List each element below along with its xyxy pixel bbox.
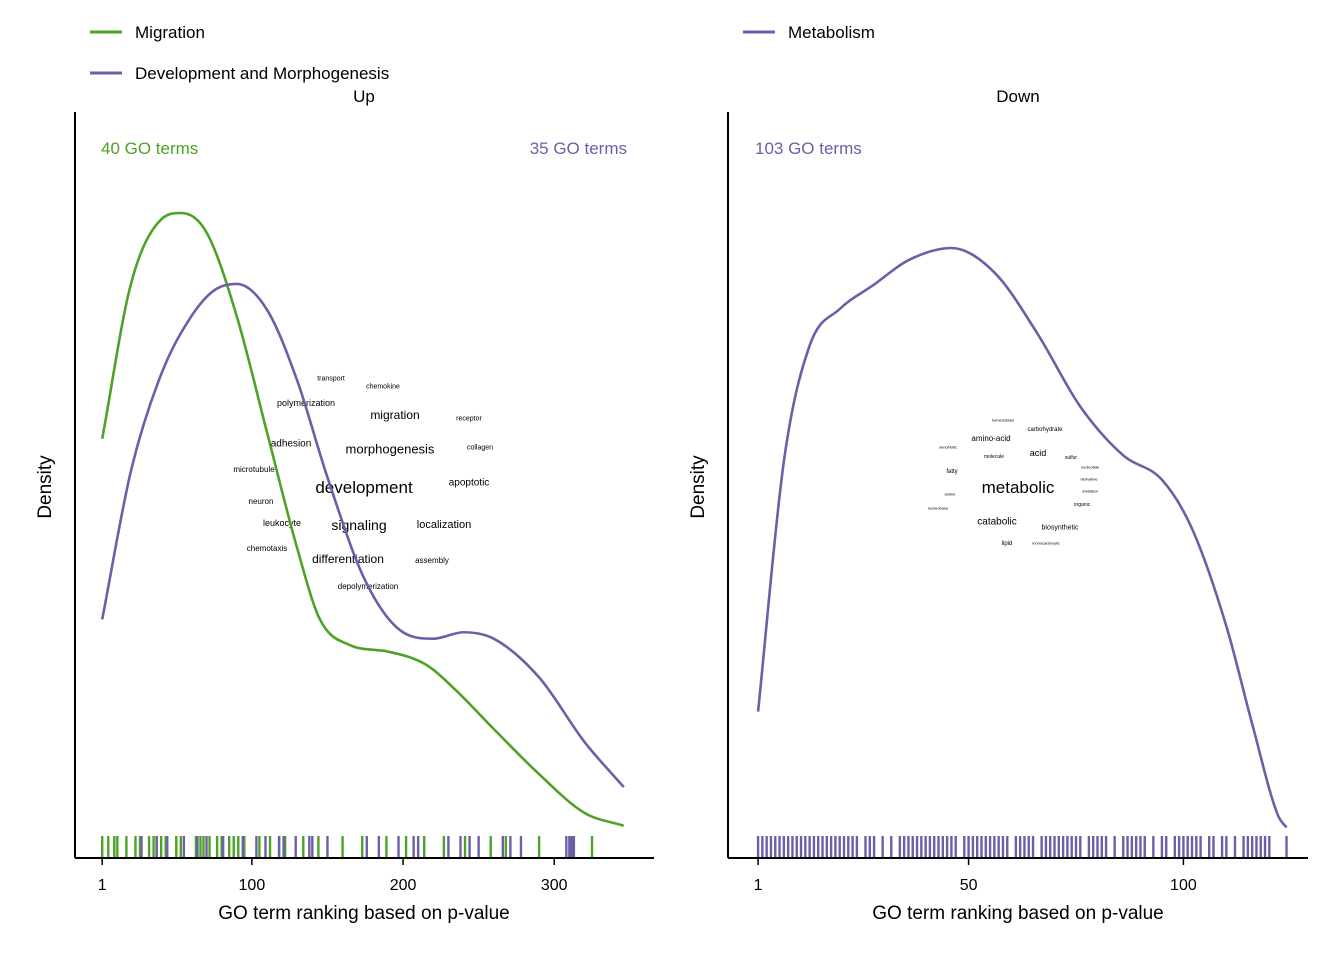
word-cloud-term: amino-acid [971,434,1010,443]
word-cloud-term: monocarboxylic [1032,540,1060,545]
word-cloud: metabolic catabolic acid amino-acid biosynth… [928,417,1100,547]
x-tick-label: 1 [754,877,763,894]
density-curve-migration [100,211,625,827]
word-cloud-term: neuron [249,497,274,506]
legend-label: Migration [135,23,205,42]
word-cloud-term: lipid [1002,541,1013,547]
word-cloud: development morphogenesis signaling migrati… [233,375,493,590]
word-cloud-term: amine [945,491,957,496]
word-cloud-term: collagen [467,444,493,451]
word-cloud-term: signaling [331,517,386,533]
x-tick-label: 50 [960,877,978,894]
word-cloud-term: microtubule [233,465,275,474]
word-cloud-term: chemotaxis [247,544,287,553]
x-tick-label: 200 [390,877,417,894]
word-cloud-term: metabolic [982,478,1055,497]
rug-development-and-morphogenesis [140,836,576,857]
word-cloud-term: leukocyte [263,518,301,528]
rug-metabolism [756,836,1288,857]
word-cloud-term: receptor [456,415,482,422]
density-curve-metabolism [756,246,1288,829]
word-cloud-term: xenobiotic [939,444,957,449]
word-cloud-term: nucleobase [928,505,949,510]
density-curve-development-and-morphogenesis [100,282,625,788]
word-cloud-term: migration [370,408,419,422]
panel-title: Down [996,87,1039,106]
word-cloud-term: adhesion [271,439,312,450]
term-count-annotation: 40 GO terms [101,139,198,158]
x-tick-label: 100 [239,877,266,894]
word-cloud-term: homeostasis [992,417,1014,422]
term-count-annotation: 103 GO terms [755,139,862,158]
word-cloud-term: biosynthetic [1042,524,1079,531]
word-cloud-term: catabolic [977,517,1016,528]
word-cloud-term: differentiation [312,552,384,566]
word-cloud-term: nucleotide [1081,464,1100,469]
word-cloud-term: localization [417,519,471,531]
word-cloud-term: organic [1074,502,1091,508]
x-tick-label: 300 [541,877,568,894]
rug-migration [101,836,594,857]
word-cloud-term: morphogenesis [346,442,435,457]
panel-up: Migration Development and Morphogenesis Up… [35,23,654,924]
panel-title: Up [353,87,375,106]
word-cloud-term: apoptotic [449,478,490,489]
word-cloud-term: derivative [1080,476,1098,481]
word-cloud-term: sulfur [1065,455,1078,461]
word-cloud-term: acid [1030,448,1047,458]
term-count-annotation: 35 GO terms [530,139,627,158]
y-axis-label: Density [688,455,709,519]
word-cloud-term: chemokine [366,383,400,390]
word-cloud-term: development [315,478,413,497]
panel-down: Metabolism Down 1 50 100 GO term ranking base… [688,23,1308,924]
legend-label: Metabolism [788,23,875,42]
word-cloud-term: transport [317,375,345,382]
word-cloud-term: oxidation [1082,488,1098,493]
word-cloud-term: assembly [415,556,449,565]
word-cloud-term: molecule [984,454,1004,460]
legend-label: Development and Morphogenesis [135,64,389,83]
x-tick-label: 1 [98,877,107,894]
word-cloud-term: carbohydrate [1027,427,1063,433]
x-axis-label: GO term ranking based on p-value [872,903,1164,924]
x-axis-label: GO term ranking based on p-value [218,903,510,924]
x-tick-label: 100 [1170,877,1197,894]
word-cloud-term: fatty [946,469,957,475]
y-axis-label: Density [35,455,56,519]
